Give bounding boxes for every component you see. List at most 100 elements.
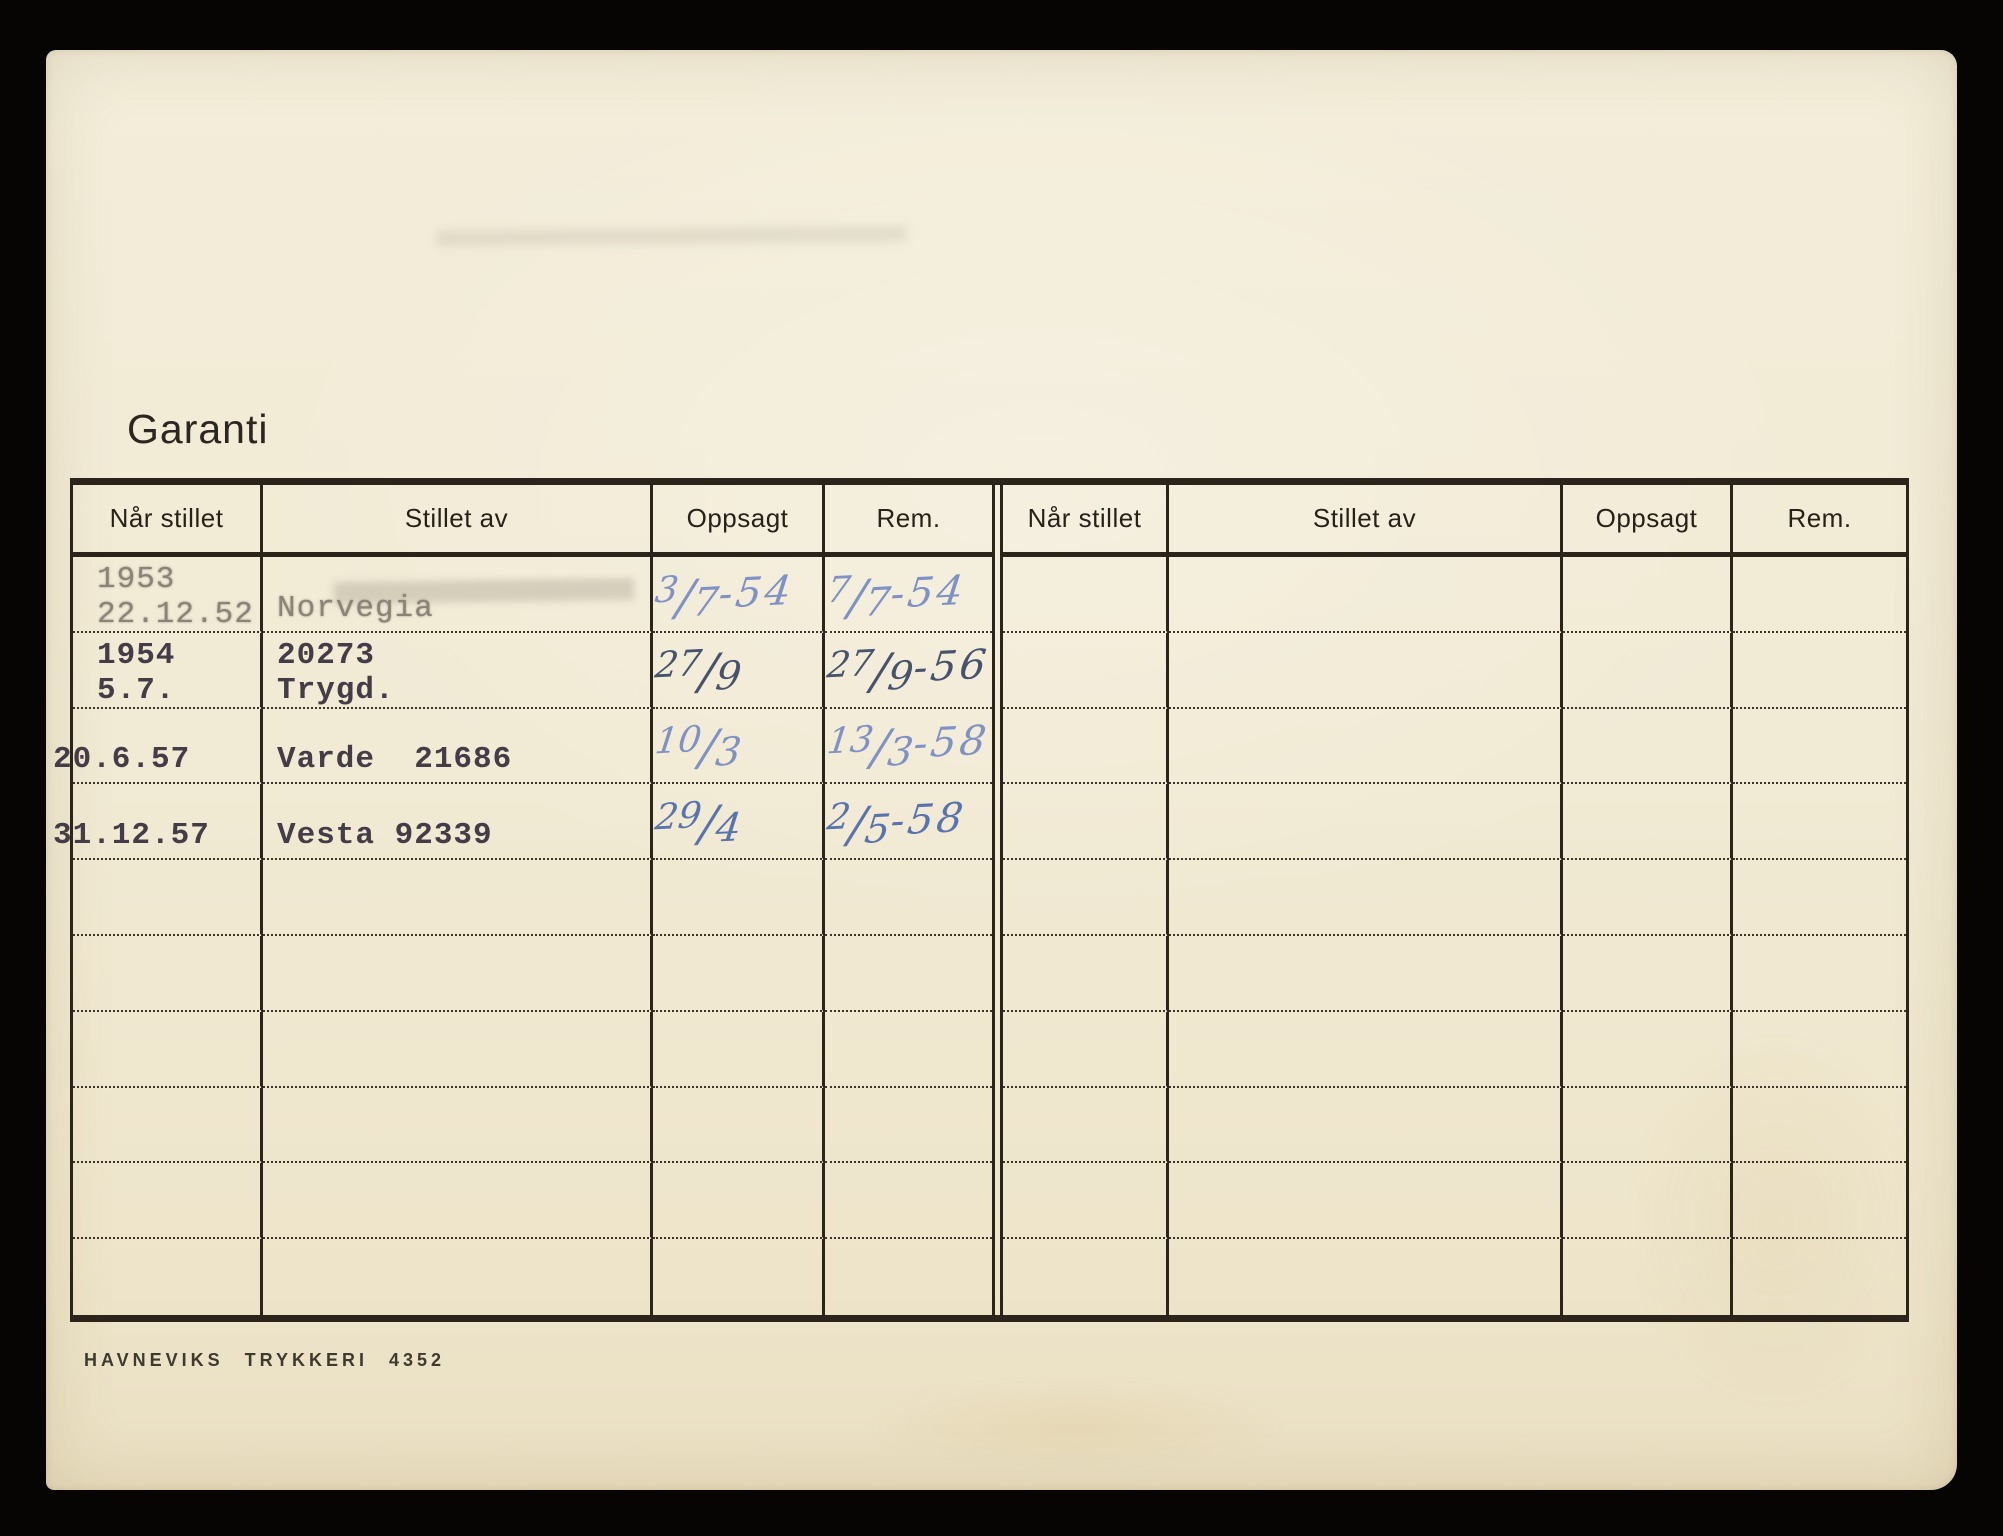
cell-left-row3-rem: 2/5-58 (825, 784, 992, 861)
cell-right-row3-n-r-stillet (1003, 784, 1169, 861)
cell-left-row1-rem: 27/9-56 (825, 633, 992, 709)
cell-right-row9-stillet-av (1169, 1239, 1563, 1315)
cell-right-row6-rem (1733, 1012, 1906, 1088)
cell-right-row3-stillet-av (1169, 784, 1563, 861)
cell-right-row4-n-r-stillet (1003, 860, 1169, 936)
cell-left-row7-n-r-stillet (73, 1087, 263, 1164)
typed-entry: Varde 21686 (277, 742, 513, 778)
cell-right-row2-oppsagt (1563, 708, 1733, 785)
cell-right-row0-stillet-av (1169, 557, 1563, 633)
cell-right-row7-rem (1733, 1088, 1906, 1164)
handwritten-entry: 13/3-58 (824, 715, 992, 777)
cell-left-row0-n-r-stillet: 1953 22.12.52 (73, 557, 263, 633)
cell-left-row3-stillet-av: Vesta 92339 (263, 784, 653, 861)
header-right-stillet-av: Stillet av (1169, 485, 1563, 557)
cell-right-row4-oppsagt (1563, 860, 1733, 936)
typed-entry: 1953 (97, 562, 176, 597)
cell-right-row2-n-r-stillet (1003, 708, 1169, 785)
handwritten-entry: 10/3 (652, 719, 744, 777)
cell-left-row0-rem: 7/7-54 (825, 557, 992, 633)
cell-right-row1-oppsagt (1563, 632, 1733, 709)
cell-right-row9-n-r-stillet (1003, 1239, 1169, 1315)
cell-right-row1-stillet-av (1169, 632, 1563, 709)
cell-right-row0-oppsagt (1563, 557, 1733, 633)
cell-left-row1-oppsagt: 27/9 (652, 632, 825, 709)
cell-right-row4-stillet-av (1169, 860, 1563, 936)
header-left-n-r-stillet: Når stillet (73, 485, 263, 557)
typed-entry: Trygd. (277, 672, 395, 708)
handwritten-entry: 29/4 (652, 795, 744, 853)
cell-right-row7-stillet-av (1169, 1087, 1563, 1164)
cell-right-row2-rem (1733, 709, 1906, 785)
garanti-table: Når stillet Stillet av Oppsagt Rem. 1953 22.1… (53, 478, 1909, 1322)
cell-left-row2-oppsagt: 10/3 (652, 708, 825, 785)
cell-left-row1-n-r-stillet: 1954 5.7. (73, 632, 263, 709)
cell-right-row7-oppsagt (1563, 1087, 1733, 1164)
cell-right-row9-oppsagt (1563, 1239, 1733, 1315)
cell-right-row0-rem (1733, 557, 1906, 633)
cell-left-row5-rem (825, 936, 992, 1012)
table-right-half: Når stillet Stillet av Oppsagt Rem. (1000, 485, 1906, 1315)
cell-right-row5-oppsagt (1563, 935, 1733, 1012)
cell-left-row0-stillet-av: Norvegia (263, 557, 653, 633)
cell-left-row7-oppsagt (653, 1087, 825, 1164)
cell-right-row1-rem (1733, 633, 1906, 709)
cell-left-row4-stillet-av (263, 860, 653, 936)
cell-right-row7-n-r-stillet (1003, 1087, 1169, 1164)
table-left-half: Når stillet Stillet av Oppsagt Rem. 1953 22.1… (53, 485, 995, 1315)
header-left-oppsagt: Oppsagt (653, 485, 825, 557)
typed-entry: 1954 (97, 637, 176, 673)
typed-entry: Norvegia (277, 590, 434, 626)
cell-right-row3-rem (1733, 784, 1906, 861)
typed-entry: Vesta 92339 (277, 818, 493, 854)
cell-left-row2-n-r-stillet: 20.6.57 (53, 708, 263, 785)
cell-left-row5-n-r-stillet (73, 935, 263, 1012)
cell-left-row8-n-r-stillet (73, 1163, 263, 1240)
cell-left-row8-rem (825, 1163, 992, 1240)
printer-imprint: HAVNEVIKS TRYKKERI 4352 (84, 1350, 446, 1370)
cell-left-row5-oppsagt (653, 935, 825, 1012)
header-left-stillet-av: Stillet av (263, 485, 653, 557)
cell-left-row9-n-r-stillet (73, 1239, 263, 1315)
header-left-rem: Rem. (825, 485, 992, 557)
header-right-oppsagt: Oppsagt (1563, 485, 1733, 557)
handwritten-entry: 3/7-54 (652, 565, 797, 627)
cell-left-row7-rem (825, 1088, 992, 1164)
cell-left-row4-oppsagt (653, 860, 825, 936)
cell-left-row9-rem (825, 1239, 992, 1315)
page-title: Garanti (127, 406, 269, 452)
cell-right-row4-rem (1733, 860, 1906, 936)
cell-left-row1-stillet-av: 20273 Trygd. (263, 632, 653, 709)
cell-left-row6-rem (825, 1012, 992, 1088)
cell-right-row1-n-r-stillet (1003, 632, 1169, 709)
cell-left-row6-stillet-av (263, 1011, 653, 1088)
index-card: Garanti Når stillet Stillet av Oppsagt Rem.… (46, 50, 1957, 1490)
typed-entry: 5.7. (97, 672, 176, 708)
cell-right-row5-rem (1733, 936, 1906, 1012)
cell-right-row6-oppsagt (1563, 1011, 1733, 1088)
cell-left-row3-n-r-stillet: 31.12.57 (53, 784, 263, 861)
typed-entry: 31.12.57 (53, 818, 210, 854)
cell-left-row2-rem: 13/3-58 (825, 709, 992, 785)
typed-entry: 20.6.57 (53, 742, 191, 778)
handwritten-entry: 7/7-54 (824, 565, 969, 627)
header-right-rem: Rem. (1733, 485, 1906, 557)
typed-entry: 20273 (277, 637, 376, 673)
cell-right-row8-rem (1733, 1163, 1906, 1240)
cell-left-row0-oppsagt: 3/7-54 (653, 557, 825, 633)
cell-right-row6-n-r-stillet (1003, 1011, 1169, 1088)
handwritten-entry: 27/9 (652, 643, 744, 701)
cell-left-row6-oppsagt (653, 1011, 825, 1088)
cell-right-row8-oppsagt (1563, 1163, 1733, 1240)
cell-right-row5-n-r-stillet (1003, 935, 1169, 1012)
cell-left-row8-oppsagt (653, 1163, 825, 1240)
cell-right-row8-stillet-av (1169, 1163, 1563, 1240)
paper-stain (866, 1380, 1286, 1470)
cell-left-row9-oppsagt (653, 1239, 825, 1315)
cell-right-row5-stillet-av (1169, 935, 1563, 1012)
cell-left-row4-rem (825, 860, 992, 936)
handwritten-entry: 27/9-56 (824, 640, 992, 701)
cell-right-row8-n-r-stillet (1003, 1163, 1169, 1240)
cell-left-row9-stillet-av (263, 1239, 653, 1315)
